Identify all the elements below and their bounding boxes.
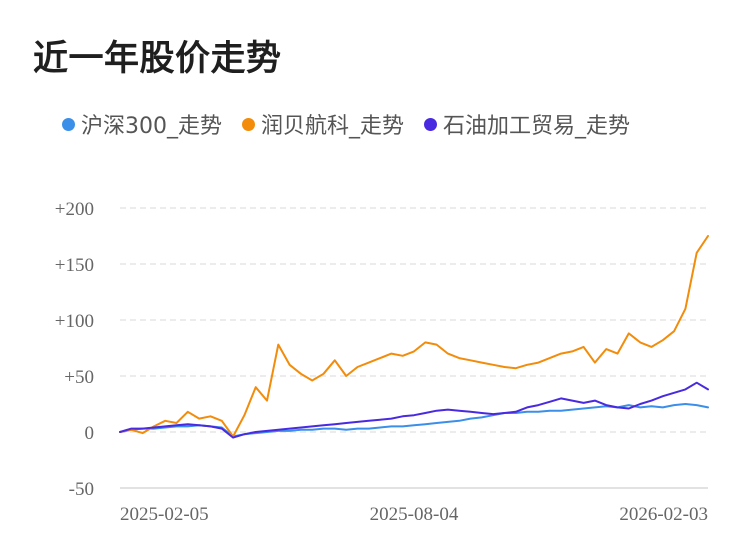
y-tick-label: +200	[55, 199, 94, 220]
legend-dot-icon	[242, 117, 255, 131]
legend-item-hs300[interactable]: 沪深300_走势	[62, 108, 222, 140]
x-tick-label: 2025-02-05	[120, 504, 209, 525]
legend-label: 沪深300_走势	[81, 114, 222, 139]
legend-item-runbei[interactable]: 润贝航科_走势	[242, 108, 404, 140]
legend-dot-icon	[424, 117, 438, 131]
series-line-2	[119, 381, 709, 439]
series-line-1	[119, 235, 709, 438]
y-tick-label: 0	[85, 423, 95, 444]
page-title: 近一年股价走势	[33, 39, 282, 79]
y-axis-ticks: -50 0 +50 +100 +150 +200	[55, 199, 94, 500]
x-tick-label: 2026-02-03	[619, 504, 708, 525]
y-tick-label: +100	[55, 311, 94, 332]
x-tick-label: 2025-08-04	[370, 504, 459, 525]
x-axis-ticks: 2025-02-05 2025-08-04 2026-02-03	[120, 504, 708, 525]
y-tick-label: +50	[64, 367, 94, 388]
legend-item-petroleum[interactable]: 石油加工贸易_走势	[424, 108, 630, 140]
legend-label: 润贝航科_走势	[261, 114, 405, 139]
chart-legend: 沪深300_走势 润贝航科_走势 石油加工贸易_走势	[62, 108, 650, 140]
y-tick-label: -50	[69, 479, 94, 500]
legend-dot-icon	[62, 117, 75, 131]
series-lines	[119, 235, 709, 439]
legend-label: 石油加工贸易_走势	[443, 114, 631, 139]
grid-lines	[120, 207, 708, 489]
y-tick-label: +150	[55, 255, 94, 276]
